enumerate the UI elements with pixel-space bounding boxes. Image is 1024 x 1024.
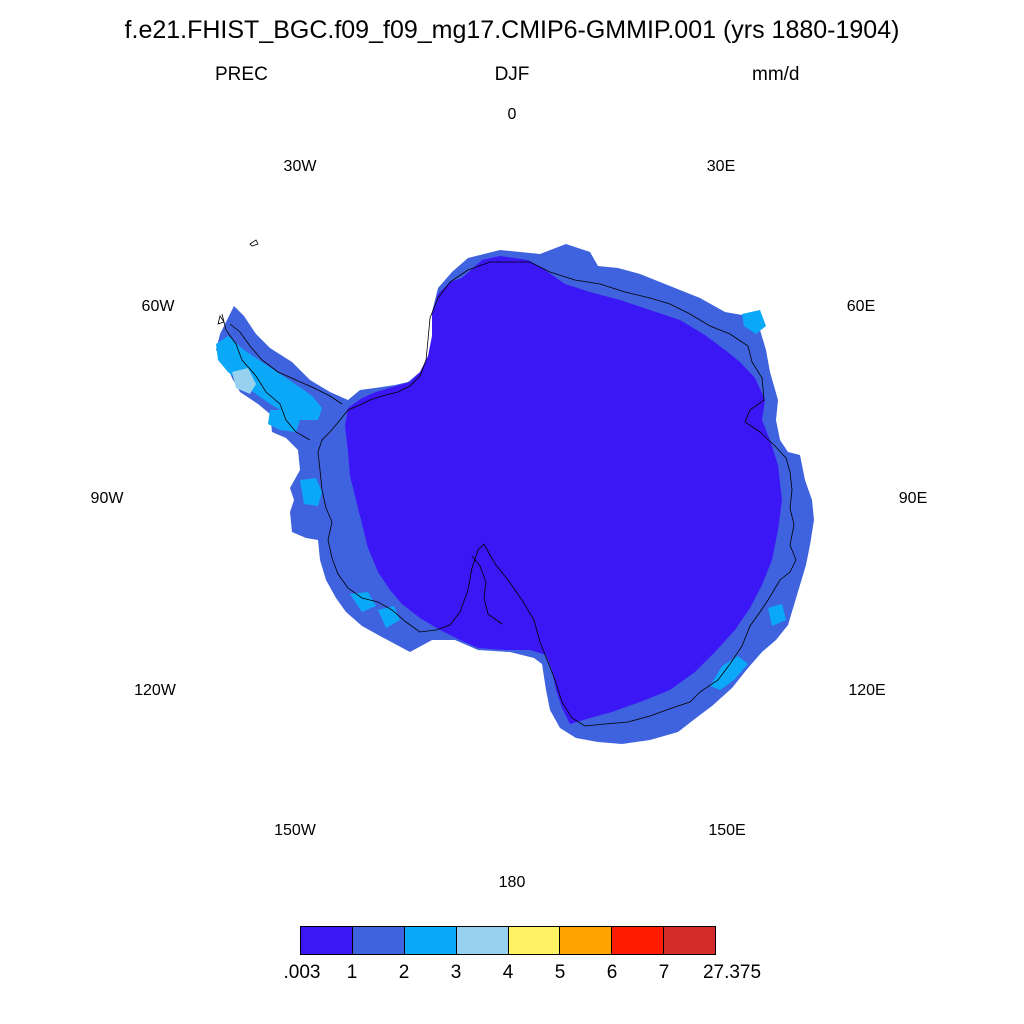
- east-patch-2: [768, 604, 786, 626]
- colorbar-box: [351, 926, 405, 955]
- south-patch-2: [378, 606, 400, 628]
- season-label: DJF: [494, 64, 530, 85]
- lon-label-60w: 60W: [142, 298, 176, 315]
- colorbar-tick-label: 4: [502, 962, 514, 983]
- ross-ice-shelf-edge: [471, 555, 503, 625]
- lon-label-30e: 30E: [707, 158, 735, 175]
- peninsula-max-patch: [232, 368, 256, 394]
- interior-fill: [345, 256, 782, 724]
- high-precip-patches: [216, 310, 786, 690]
- peninsula-coastline-2: [221, 313, 311, 441]
- lon-label-120e: 120E: [848, 682, 885, 699]
- east-patch-1: [742, 310, 766, 334]
- colorbar-tick-label: .003: [283, 962, 321, 983]
- colorbar-tick-label: 27.375: [702, 962, 762, 983]
- lon-label-90w: 90W: [91, 490, 125, 507]
- lon-label-90e: 90E: [899, 490, 927, 507]
- coastline: [217, 239, 797, 727]
- lon-label-180: 180: [499, 874, 526, 891]
- plot-title: f.e21.FHIST_BGC.f09_f09_mg17.CMIP6-GMMIP…: [124, 16, 900, 44]
- coastline-main: [317, 261, 797, 727]
- variable-label: PREC: [215, 64, 268, 85]
- island-outline: [249, 239, 259, 247]
- peninsula-patch-2: [268, 410, 300, 432]
- lon-label-30w: 30W: [284, 158, 318, 175]
- colorbar-box: [611, 926, 665, 955]
- units-label: mm/d: [752, 64, 800, 85]
- colorbar-box: [559, 926, 613, 955]
- east-patch-3: [710, 656, 748, 690]
- peninsula-tip: [217, 315, 225, 325]
- peninsula-patch: [216, 336, 322, 420]
- south-patch: [350, 592, 376, 612]
- lon-label-0: 0: [508, 106, 517, 123]
- colorbar-box: [507, 926, 561, 955]
- colorbar: [300, 926, 716, 955]
- colorbar-tick-label: 5: [554, 962, 566, 983]
- colorbar-tick-label: 1: [346, 962, 358, 983]
- colorbar-box: [455, 926, 509, 955]
- colorbar-box: [663, 926, 716, 955]
- colorbar-box: [300, 926, 353, 955]
- peninsula-coastline: [229, 323, 343, 405]
- colorbar-tick-label: 7: [658, 962, 670, 983]
- lon-label-120w: 120W: [134, 682, 177, 699]
- lon-label-60e: 60E: [847, 298, 875, 315]
- colorbar-box: [403, 926, 457, 955]
- lon-label-150w: 150W: [274, 822, 317, 839]
- longitude-labels: 0 30E 60E 90E 120E 150E 180 150W 120W 90…: [91, 106, 928, 891]
- colorbar-tick-label: 2: [398, 962, 410, 983]
- west-patch: [300, 478, 322, 506]
- colorbar-tick-label: 6: [606, 962, 618, 983]
- lon-label-150e: 150E: [708, 822, 745, 839]
- colorbar-tick-label: 3: [450, 962, 462, 983]
